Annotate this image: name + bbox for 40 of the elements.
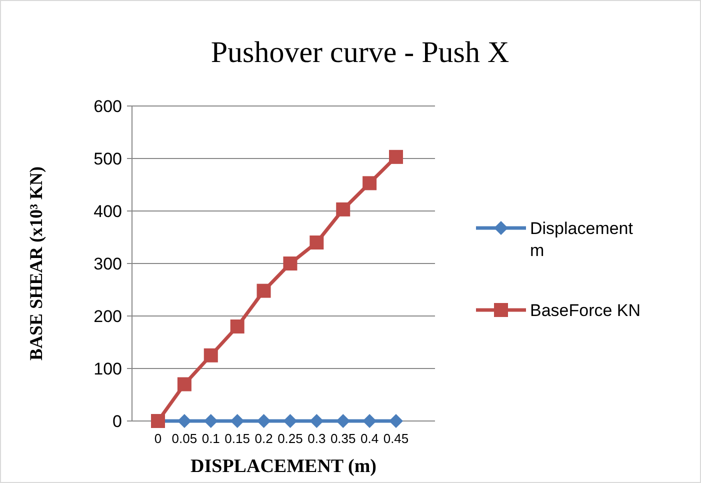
x-tick-label: 0 xyxy=(154,431,162,446)
point xyxy=(336,414,350,428)
legend-label: Displacement m xyxy=(530,219,634,260)
y-tick-label: 500 xyxy=(94,150,122,168)
y-tick-label: 0 xyxy=(112,412,122,431)
point xyxy=(283,414,298,428)
chart-title: Pushover curve - Push X xyxy=(210,36,510,69)
x-axis-title: DISPLACEMENT (m) xyxy=(190,456,376,477)
x-tick-label: 0.4 xyxy=(360,431,379,446)
x-tick-label: 0.35 xyxy=(330,431,356,446)
point xyxy=(230,414,244,428)
y-tick-label: 400 xyxy=(94,202,122,221)
x-tick-label: 0.3 xyxy=(308,431,326,446)
y-axis-title: BASE SHEAR (x10³ KN) xyxy=(26,166,46,360)
point xyxy=(204,414,218,428)
y-tick-label: 600 xyxy=(94,97,122,116)
point xyxy=(177,414,192,428)
point xyxy=(204,348,218,362)
point xyxy=(283,256,298,270)
point xyxy=(256,284,271,298)
point xyxy=(389,150,403,164)
legend-label: BaseForce KN xyxy=(530,301,641,320)
point xyxy=(362,176,377,190)
x-tick-label: 0.25 xyxy=(278,431,303,446)
point xyxy=(177,377,192,392)
point xyxy=(310,414,324,428)
y-tick-label: 200 xyxy=(94,307,122,326)
point xyxy=(256,414,271,428)
y-tick-label: 300 xyxy=(94,254,122,274)
y-tick-label: 100 xyxy=(94,360,122,378)
point xyxy=(389,414,403,428)
point xyxy=(310,236,324,250)
point xyxy=(362,414,377,428)
x-tick-label: 0.45 xyxy=(383,431,409,446)
x-tick-label: 0.05 xyxy=(172,431,198,446)
x-tick-label: 0.15 xyxy=(224,431,250,446)
x-tick-label: 0.1 xyxy=(202,431,220,446)
point xyxy=(336,202,350,216)
point xyxy=(230,320,244,334)
x-tick-label: 0.2 xyxy=(254,431,273,446)
